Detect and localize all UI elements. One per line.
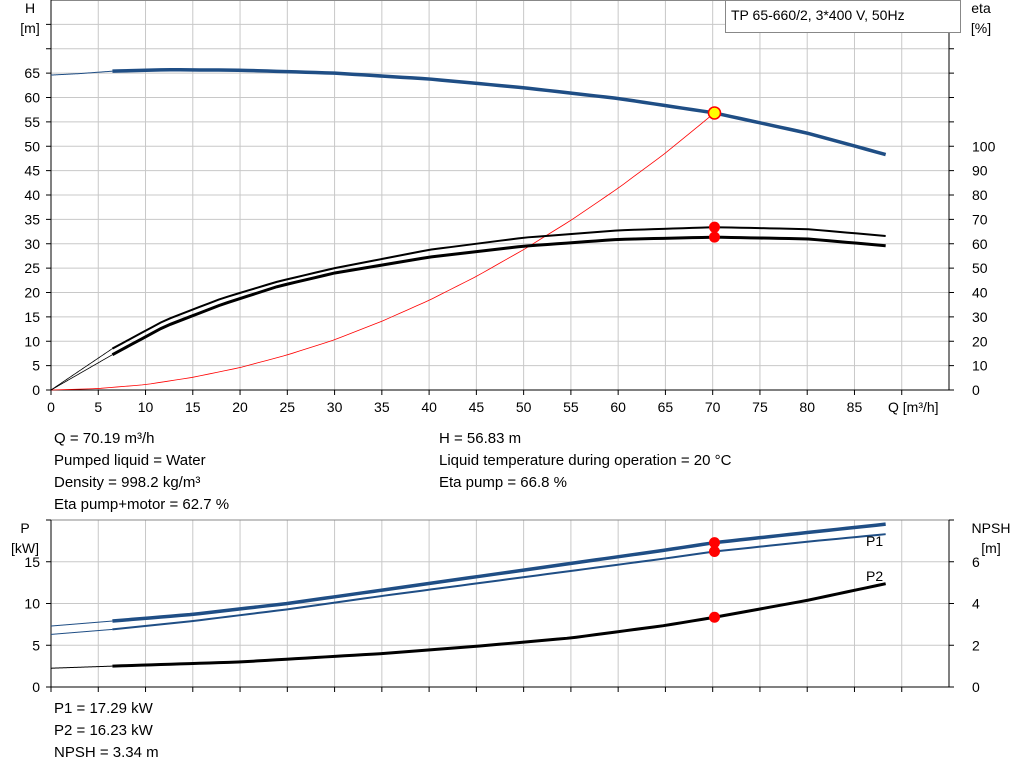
pumped-liquid-value: Pumped liquid = Water <box>54 452 206 469</box>
h-curve-extension <box>50 70 113 76</box>
system-curve <box>50 112 715 391</box>
p2-series-label: P2 <box>866 568 883 584</box>
y-tick-label: 20 <box>24 285 40 301</box>
y-tick-label: 40 <box>24 187 40 203</box>
y-tick-label: 15 <box>24 309 40 325</box>
y2-tick-label: 100 <box>972 138 996 154</box>
x-tick-label: 50 <box>516 399 532 415</box>
x-tick-label: 80 <box>799 399 815 415</box>
x-tick-label: 55 <box>563 399 579 415</box>
flow-value: Q = 70.19 m³/h <box>54 430 155 447</box>
npsh-tick-label: 4 <box>972 596 980 612</box>
y-tick-label: 35 <box>24 211 40 227</box>
p2-curve <box>112 533 886 631</box>
y2-tick-label: 80 <box>972 187 988 203</box>
y2-tick-label: 70 <box>972 211 988 227</box>
liquid-temperature-value: Liquid temperature during operation = 20… <box>439 452 732 469</box>
y-tick-label: 10 <box>24 333 40 349</box>
eta-pump-motor-value: Eta pump+motor = 62.7 % <box>54 496 230 513</box>
y-axis-unit: [m] <box>20 20 39 36</box>
npsh-tick-label: 2 <box>972 637 980 653</box>
x-tick-label: 10 <box>138 399 154 415</box>
p1-curve-extension <box>50 620 113 627</box>
p-tick-label: 0 <box>32 679 40 695</box>
npsh-value: NPSH = 3.34 m <box>54 744 159 761</box>
y-tick-label: 50 <box>24 138 40 154</box>
eta-pump-curve-extension <box>50 348 113 391</box>
p-tick-label: 5 <box>32 637 40 653</box>
x-tick-label: 20 <box>232 399 248 415</box>
x-tick-label: 75 <box>752 399 768 415</box>
p1-operating-point <box>708 537 720 549</box>
eta-pump-motor-curve <box>111 235 886 356</box>
operating-info-bottom: P1 = 17.29 kW P2 = 16.23 kW NPSH = 3.34 … <box>54 698 159 764</box>
p1-curve <box>112 522 886 623</box>
h-curve <box>112 67 887 157</box>
y2-tick-label: 50 <box>972 260 988 276</box>
x-tick-label: 60 <box>610 399 626 415</box>
x-tick-label: 30 <box>327 399 343 415</box>
p-tick-label: 10 <box>24 596 40 612</box>
x-tick-label: 15 <box>185 399 201 415</box>
eta-pump-value: Eta pump = 66.8 % <box>439 474 567 491</box>
y-tick-label: 0 <box>32 382 40 398</box>
y2-tick-label: 90 <box>972 163 988 179</box>
npsh-curve-extension <box>50 665 113 669</box>
y2-tick-label: 10 <box>972 358 988 374</box>
p-axis-unit: [kW] <box>11 540 39 556</box>
x-tick-label: 35 <box>374 399 390 415</box>
y-tick-label: 25 <box>24 260 40 276</box>
eta-pump-operating-point <box>708 221 720 233</box>
y2-axis-label: eta <box>971 0 991 16</box>
npsh-tick-label: 6 <box>972 554 980 570</box>
npsh-curve <box>112 582 886 668</box>
p-tick-label: 15 <box>24 554 40 570</box>
head-operating-point <box>707 106 722 120</box>
npsh-operating-point <box>708 611 720 623</box>
p1-series-label: P1 <box>866 533 883 549</box>
y2-tick-label: 40 <box>972 285 988 301</box>
x-axis-label: Q [m³/h] <box>888 399 939 415</box>
eta-pump-curve <box>111 226 886 350</box>
y-tick-label: 30 <box>24 236 40 252</box>
head-value: H = 56.83 m <box>439 430 522 447</box>
x-tick-label: 65 <box>658 399 674 415</box>
y2-tick-label: 0 <box>972 382 980 398</box>
density-value: Density = 998.2 kg/m³ <box>54 474 201 491</box>
x-tick-label: 0 <box>47 399 55 415</box>
y-tick-label: 5 <box>32 358 40 374</box>
y2-tick-label: 20 <box>972 333 988 349</box>
y2-tick-label: 60 <box>972 236 988 252</box>
chart-title: TP 65-660/2, 3*400 V, 50Hz <box>731 7 905 23</box>
y-tick-label: 65 <box>24 65 40 81</box>
x-tick-label: 85 <box>847 399 863 415</box>
npsh-tick-label: 0 <box>972 679 980 695</box>
p1-value: P1 = 17.29 kW <box>54 700 153 717</box>
eta-pump-motor-curve-extension <box>50 354 113 391</box>
npsh-axis-unit: [m] <box>981 540 1000 556</box>
p-axis-label: P <box>20 520 29 536</box>
operating-info-top-left: Q = 70.19 m³/h Pumped liquid = Water Den… <box>54 428 229 516</box>
operating-info-top-right: H = 56.83 m Liquid temperature during op… <box>439 428 731 494</box>
x-tick-label: 70 <box>705 399 721 415</box>
y-tick-label: 60 <box>24 90 40 106</box>
x-tick-label: 40 <box>421 399 437 415</box>
p2-operating-point <box>708 545 720 557</box>
x-tick-label: 45 <box>469 399 485 415</box>
y-tick-label: 45 <box>24 163 40 179</box>
npsh-axis-label: NPSH <box>972 520 1011 536</box>
chart-title-box <box>725 0 961 33</box>
x-tick-label: 25 <box>280 399 296 415</box>
eta-pump-motor-operating-point <box>708 231 720 243</box>
p2-value: P2 = 16.23 kW <box>54 722 153 739</box>
y2-axis-unit: [%] <box>971 20 991 36</box>
x-tick-label: 5 <box>94 399 102 415</box>
y-tick-label: 55 <box>24 114 40 130</box>
p2-curve-extension <box>50 628 113 635</box>
y-axis-label: H <box>25 0 35 16</box>
y2-tick-label: 30 <box>972 309 988 325</box>
